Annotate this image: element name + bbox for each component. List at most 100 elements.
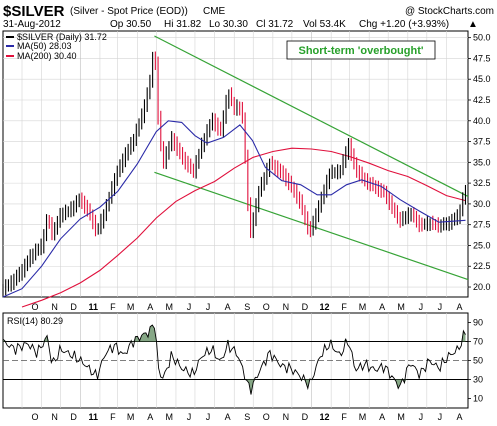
rsi-x-tick-label: A [379, 412, 385, 422]
x-tick-label: F [341, 302, 347, 312]
price-y-tick-label: 30.0 [473, 199, 491, 209]
rsi-y-tick-label: 70 [473, 337, 483, 347]
price-y-axis: 20.0 22.5 25.0 27.5 30.0 32.5 35.0 37.5 40.0 42.5… [468, 33, 491, 292]
rsi-x-tick-label: A [456, 412, 462, 422]
price-bars [2, 51, 467, 297]
price-y-tick-label: 45.0 [473, 74, 491, 84]
ma200-line [21, 147, 466, 308]
x-tick-label: A [225, 302, 231, 312]
x-tick-label: D [302, 302, 309, 312]
x-tick-label: O [263, 302, 270, 312]
description: (Silver - Spot Price (EOD)) [70, 6, 188, 17]
price-grid [3, 31, 468, 297]
price-y-tick-label: 27.5 [473, 220, 491, 230]
channel-line-upper [154, 35, 469, 197]
price-y-tick-label: 42.5 [473, 95, 491, 105]
x-tick-label: N [283, 302, 290, 312]
header-high: Hi 31.82 [164, 19, 202, 30]
rsi-x-axis: O N D 11 F M A M J J A S O N D 12 F M A M J J A [31, 412, 462, 422]
x-tick-label: J [419, 302, 424, 312]
exchange: CME [203, 6, 226, 17]
rsi-label: RSI(14) 80.29 [7, 316, 63, 326]
ma200-path [21, 147, 466, 308]
x-tick-label: J [438, 302, 443, 312]
price-panel-frame [2, 30, 469, 298]
header-volume: Vol 53.4K [303, 19, 346, 30]
price-legend: $SILVER (Daily) 31.72 MA(50) 28.03 MA(20… [6, 32, 107, 61]
rsi-x-tick-label: J [419, 412, 424, 422]
rsi-x-tick-label: O [31, 412, 38, 422]
annotation-text: Short-term 'overbought' [298, 45, 423, 57]
price-y-tick-label: 32.5 [473, 178, 491, 188]
rsi-line [2, 324, 466, 395]
price-y-tick-label: 47.5 [473, 53, 491, 63]
rsi-x-tick-label: F [110, 412, 116, 422]
rsi-panel: 10 30 50 70 90 RSI(14) 80.29 [2, 312, 483, 409]
rsi-x-tick-label: J [438, 412, 443, 422]
header-open: Op 30.50 [110, 19, 152, 30]
rsi-x-tick-label: D [70, 412, 77, 422]
x-tick-label: J [187, 302, 192, 312]
price-panel: 20.0 22.5 25.0 27.5 30.0 32.5 35.0 37.5 40.0 42.5… [2, 30, 491, 308]
header-change: Chg +1.20 (+3.93%) [359, 19, 449, 30]
x-tick-label: A [456, 302, 462, 312]
header-date: 31-Aug-2012 [3, 19, 61, 30]
rsi-x-tick-label: F [341, 412, 347, 422]
channel-line-lower [154, 171, 469, 281]
rsi-y-tick-label: 90 [473, 318, 483, 328]
x-axis: O N D 11 F M A M J J A S O N D 12 F M A M J J A [31, 302, 462, 312]
legend-price: $SILVER (Daily) 31.72 [17, 32, 107, 42]
x-tick-label: A [379, 302, 385, 312]
price-y-tick-label: 35.0 [473, 157, 491, 167]
rsi-x-tick-label: N [283, 412, 290, 422]
price-y-tick-label: 25.0 [473, 240, 491, 250]
price-y-tick-label: 22.5 [473, 261, 491, 271]
rsi-y-axis: 10 30 50 70 90 [468, 318, 483, 404]
rsi-x-tick-label: O [263, 412, 270, 422]
x-tick-label: 11 [89, 302, 99, 312]
copyright: @ StockCharts.com [405, 6, 494, 17]
ma50-line [2, 120, 466, 298]
x-tick-label: M [166, 302, 174, 312]
rsi-x-tick-label: J [206, 412, 211, 422]
rsi-x-tick-label: S [244, 412, 250, 422]
x-tick-label: M [127, 302, 135, 312]
rsi-path [2, 324, 466, 395]
price-y-tick-label: 40.0 [473, 116, 491, 126]
x-tick-label: N [51, 302, 58, 312]
annotation-box [286, 40, 436, 60]
rsi-y-tick-label: 10 [473, 394, 483, 404]
price-y-tick-label: 37.5 [473, 137, 491, 147]
legend-ma50: MA(50) 28.03 [17, 41, 72, 51]
rsi-panel-frame [2, 312, 469, 409]
rsi-x-tick-label: 11 [89, 412, 99, 422]
x-tick-label: O [31, 302, 38, 312]
rsi-x-tick-label: M [397, 412, 405, 422]
x-tick-label: 12 [320, 302, 330, 312]
x-tick-label: M [359, 302, 367, 312]
price-y-tick-label: 50.0 [473, 33, 491, 43]
change-up-arrow-icon: ▲ [468, 19, 478, 30]
header-close: Cl 31.72 [256, 19, 294, 30]
rsi-x-tick-label: N [51, 412, 58, 422]
rsi-x-tick-label: M [127, 412, 135, 422]
rsi-x-tick-label: D [302, 412, 309, 422]
chart-header: $SILVER (Silver - Spot Price (EOD)) CME … [3, 3, 494, 30]
rsi-x-tick-label: A [225, 412, 231, 422]
rsi-y-tick-label: 30 [473, 375, 483, 385]
rsi-x-tick-label: 12 [320, 412, 330, 422]
x-tick-label: D [70, 302, 77, 312]
rsi-x-tick-label: A [147, 412, 153, 422]
rsi-x-tick-label: J [187, 412, 192, 422]
x-tick-label: M [397, 302, 405, 312]
symbol: $SILVER [3, 3, 65, 20]
ma50-path [2, 120, 466, 298]
trend-channel [154, 35, 469, 281]
rsi-x-tick-label: M [359, 412, 367, 422]
rsi-y-tick-label: 50 [473, 356, 483, 366]
x-tick-label: F [110, 302, 116, 312]
x-tick-label: S [244, 302, 250, 312]
price-y-tick-label: 20.0 [473, 282, 491, 292]
legend-ma200: MA(200) 30.40 [17, 51, 77, 61]
